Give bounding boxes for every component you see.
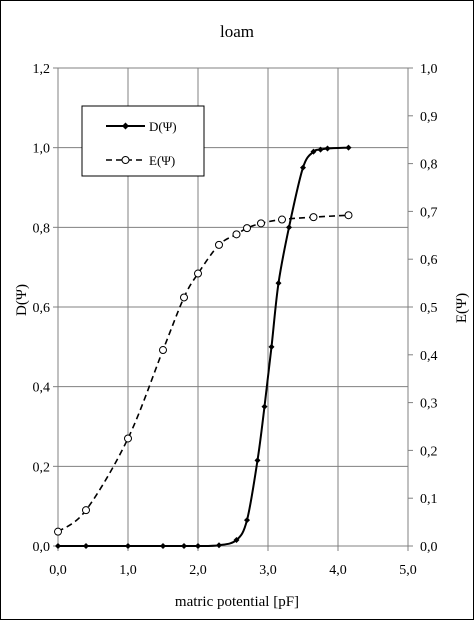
tick-label-y-right-1: 0,1	[420, 492, 438, 507]
legend: D(Ψ) E(Ψ)	[81, 105, 205, 177]
tick-label-x-0: 0,0	[49, 563, 67, 578]
point-s1-9	[257, 219, 265, 228]
point-s0-12	[275, 280, 282, 287]
tick-label-x-3: 3,0	[259, 563, 277, 578]
legend-marker-e	[121, 156, 130, 164]
tick-label-y-right-10: 1,0	[420, 62, 438, 77]
tick-label-y-right-5: 0,5	[420, 301, 438, 316]
tick-label-x-2: 2,0	[189, 563, 207, 578]
point-s0-18	[345, 144, 352, 151]
point-s0-3	[160, 543, 166, 549]
point-s0-13	[286, 224, 292, 231]
point-s0-8	[244, 517, 250, 524]
tick-label-y-right-6: 0,6	[420, 253, 438, 268]
tick-label-y-left-3: 0,6	[33, 301, 51, 316]
point-s1-12	[344, 211, 353, 220]
tick-label-y-right-3: 0,3	[420, 397, 438, 412]
tick-label-y-left-4: 0,8	[33, 221, 51, 236]
point-s0-9	[254, 457, 261, 464]
point-s1-6	[215, 240, 223, 249]
point-s1-3	[159, 346, 167, 355]
point-s0-2	[125, 543, 131, 549]
legend-marker-d	[122, 122, 129, 130]
point-s1-10	[278, 215, 286, 224]
tick-label-y-right-9: 0,9	[420, 110, 438, 125]
point-s0-1	[83, 543, 89, 549]
legend-label-e: E(Ψ)	[149, 153, 175, 168]
point-s0-15	[310, 148, 317, 155]
tick-label-x-4: 4,0	[329, 563, 347, 578]
tick-label-y-right-4: 0,4	[420, 349, 438, 364]
point-s1-2	[124, 434, 132, 443]
point-s0-16	[317, 146, 324, 153]
point-s0-7	[233, 537, 240, 544]
point-s1-8	[243, 224, 251, 233]
axis-ticks: 0,0 1,0 2,0 3,0 4,0 5,00,00,20,40,60,81,01,20…	[33, 62, 438, 578]
tick-label-y-right-2: 0,2	[420, 444, 438, 459]
tick-label-y-right-0: 0,0	[420, 540, 438, 555]
series-line-1	[57, 214, 349, 533]
point-s1-7	[232, 230, 241, 239]
tick-label-x-5: 5,0	[399, 563, 417, 578]
tick-label-x-1: 1,0	[119, 563, 137, 578]
legend-label-d: D(Ψ)	[149, 119, 177, 134]
chart-title: loam	[220, 22, 254, 41]
point-s0-5	[195, 543, 201, 549]
point-s0-17	[324, 145, 331, 152]
point-s0-10	[261, 403, 268, 410]
point-s1-0	[54, 527, 62, 536]
point-s1-5	[194, 269, 202, 278]
tick-label-y-left-5: 1,0	[33, 142, 51, 157]
point-s1-11	[309, 213, 318, 222]
series-layer	[54, 144, 353, 549]
tick-label-y-left-2: 0,4	[33, 381, 51, 396]
point-s0-0	[55, 543, 61, 549]
point-s1-4	[180, 293, 188, 302]
tick-label-y-left-1: 0,2	[33, 460, 51, 475]
point-s0-4	[181, 543, 187, 549]
point-s0-6	[216, 542, 222, 549]
tick-label-y-left-0: 0,0	[33, 540, 51, 555]
x-axis-title: matric potential [pF]	[175, 594, 299, 610]
point-s0-11	[268, 343, 275, 350]
tick-label-y-right-8: 0,8	[420, 158, 438, 173]
tick-label-y-right-7: 0,7	[420, 205, 438, 220]
y-axis-left-title: D(Ψ)	[14, 284, 30, 316]
tick-label-y-left-6: 1,2	[33, 62, 51, 77]
legend-box	[81, 105, 205, 177]
y-axis-right-title: E(Ψ)	[454, 293, 470, 323]
point-s1-1	[82, 506, 90, 515]
point-s0-14	[300, 164, 306, 171]
